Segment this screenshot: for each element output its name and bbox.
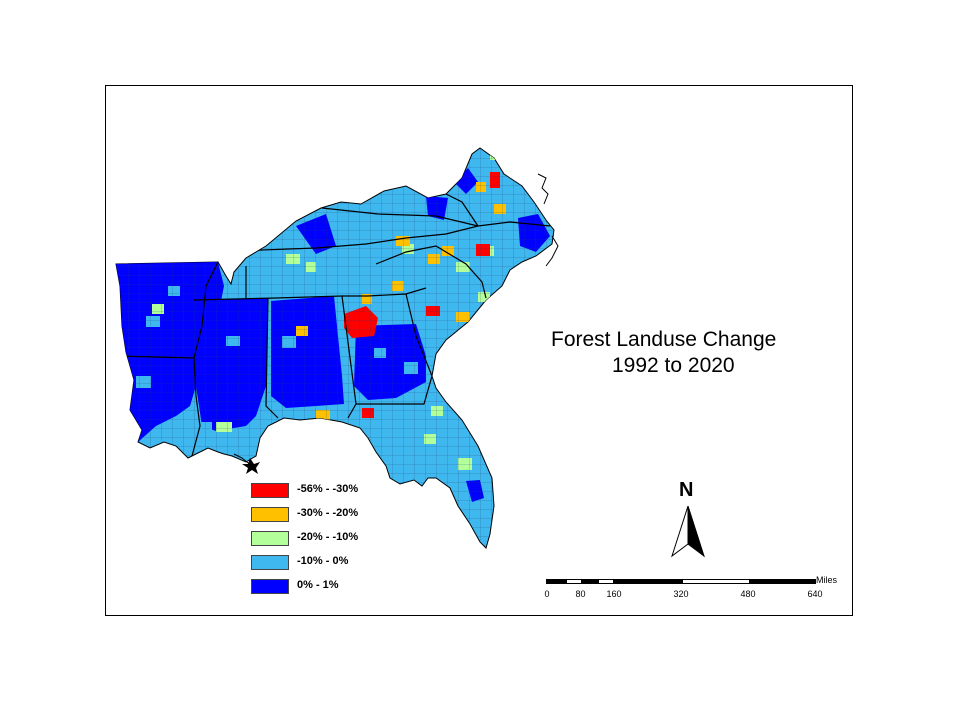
legend-swatch: [251, 555, 289, 570]
legend-item: -10% - 0%: [251, 553, 411, 577]
north-arrow-icon: [671, 505, 705, 558]
legend-item: -20% - -10%: [251, 529, 411, 553]
scale-unit-label: Miles: [816, 575, 838, 585]
legend-swatch: [251, 507, 289, 522]
map-legend: -56% - -30% -30% - -20% -20% - -10% -10% - …: [251, 481, 411, 601]
scale-tick-label: 320: [673, 589, 689, 599]
legend-swatch: [251, 579, 289, 594]
map-title-line2: 1992 to 2020: [612, 354, 735, 377]
mississippi-delta-mark: [242, 458, 260, 474]
legend-swatch: [251, 483, 289, 498]
map-canvas: [115, 147, 816, 584]
legend-label: -30% - -20%: [297, 507, 359, 519]
scale-tick-label: 0: [544, 589, 550, 599]
legend-swatch: [251, 531, 289, 546]
scale-tick-label: 480: [740, 589, 756, 599]
north-label: N: [679, 479, 694, 501]
legend-item: -56% - -30%: [251, 481, 411, 505]
scale-tick-label: 160: [606, 589, 622, 599]
scale-tick-label: 640: [807, 589, 823, 599]
map-frame: Forest Landuse Change 1992 to 2020 -56% …: [105, 85, 853, 616]
state-boundaries: [116, 193, 551, 457]
legend-label: -56% - -30%: [297, 483, 359, 495]
map-title-line1: Forest Landuse Change: [551, 328, 777, 351]
legend-item: -30% - -20%: [251, 505, 411, 529]
scale-bar: [546, 579, 816, 584]
scale-tick-label: 80: [575, 589, 586, 599]
legend-label: -20% - -10%: [297, 531, 359, 543]
legend-label: -10% - 0%: [297, 555, 349, 567]
legend-item: 0% - 1%: [251, 577, 411, 601]
legend-label: 0% - 1%: [297, 579, 339, 591]
